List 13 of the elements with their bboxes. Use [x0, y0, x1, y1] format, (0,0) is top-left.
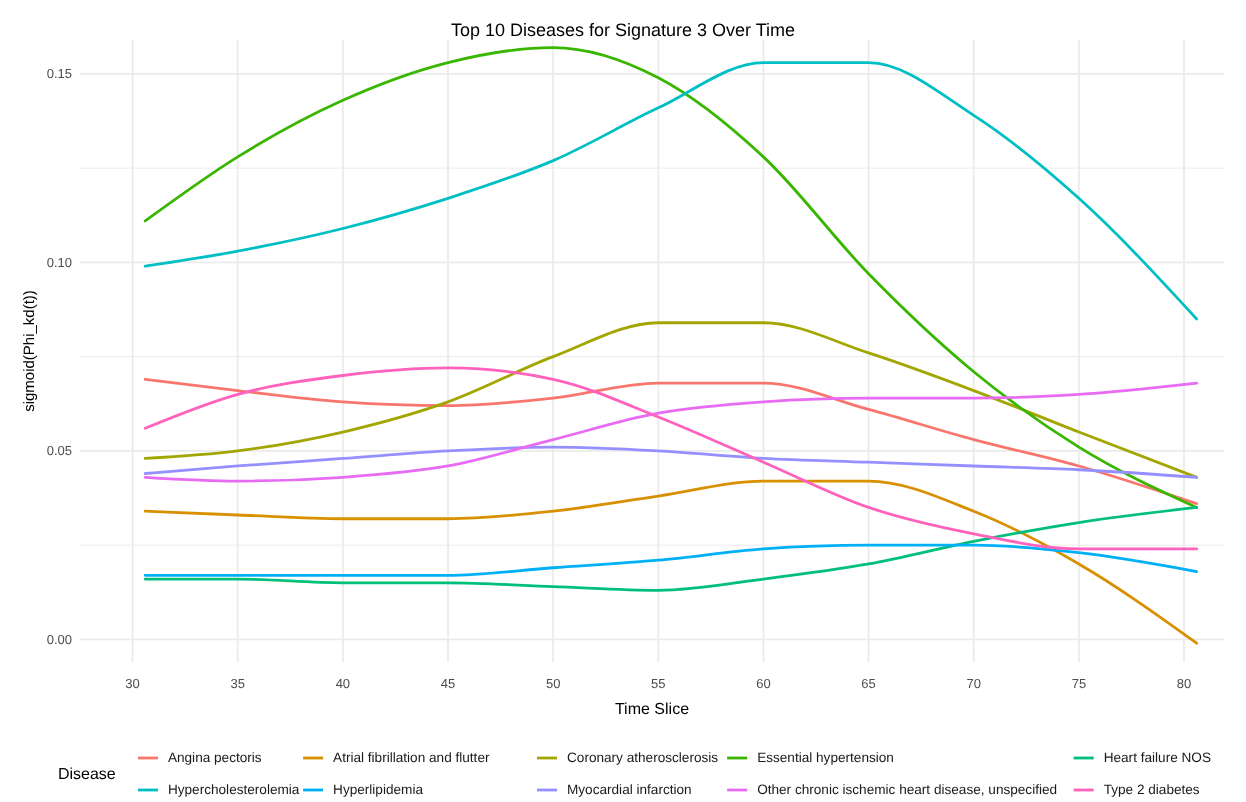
line-series	[143, 381, 1199, 483]
line-series	[143, 445, 1199, 479]
line-series	[143, 61, 1199, 321]
line-series	[143, 377, 1199, 506]
line-series	[143, 479, 1199, 645]
line-series	[143, 46, 1199, 509]
x-axis-title: Time Slice	[614, 700, 691, 718]
chart-title: Top 10 Diseases for Signature 3 Over Time	[450, 20, 796, 40]
legend-title: Disease	[57, 765, 117, 784]
line-series	[143, 543, 1199, 577]
line-series	[143, 366, 1199, 551]
line-series	[143, 506, 1199, 592]
line-series	[143, 321, 1199, 479]
